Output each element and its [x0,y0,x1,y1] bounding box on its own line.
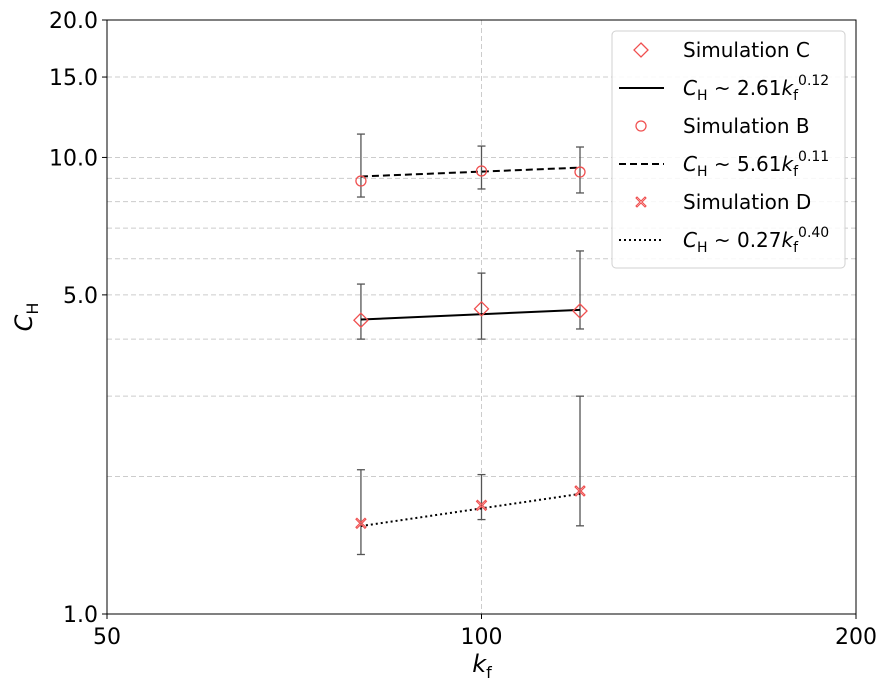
legend-label: Simulation D [683,190,811,214]
data-point [475,165,488,177]
x-axis-label: kf [472,650,492,682]
legend-box [611,30,846,269]
series-simulation-d [355,395,586,556]
data-point [475,499,488,512]
legend-fit-label: CH ~ 2.61kf0.12 [683,73,829,104]
legend-marker [635,196,647,208]
y-tick-label: 10.0 [49,146,98,171]
legend-fit-label: CH ~ 0.27kf0.40 [683,225,829,256]
y-tick-label: 15.0 [49,66,98,91]
fit-line [360,166,581,178]
legend-marker [635,120,647,132]
data-point [574,166,586,178]
y-tick-label: 5.0 [63,284,98,309]
series-simulation-b [355,133,586,198]
legend-label: Simulation C [683,38,810,62]
fit-line [360,492,581,528]
y-tick-label: 1.0 [63,603,98,628]
y-axis-label: CH [10,303,42,332]
x-tick-label: 50 [93,625,121,650]
legend-fit-label: CH ~ 5.61kf0.11 [683,149,829,180]
data-point [353,312,369,329]
data-point [355,517,367,530]
data-point [574,485,586,497]
data-point [473,300,490,317]
series-simulation-c [353,250,588,340]
legend: Simulation C CH ~ 2.61kf0.12 Simulation B C… [611,30,846,269]
x-tick-label: 100 [461,625,503,650]
legend-marker [633,42,649,58]
x-tick-label: 200 [835,625,877,650]
y-tick-label: 20.0 [49,9,98,34]
data-point [355,175,367,187]
legend-label: Simulation B [683,114,810,138]
fit-line [360,308,581,321]
data-point [572,303,588,319]
